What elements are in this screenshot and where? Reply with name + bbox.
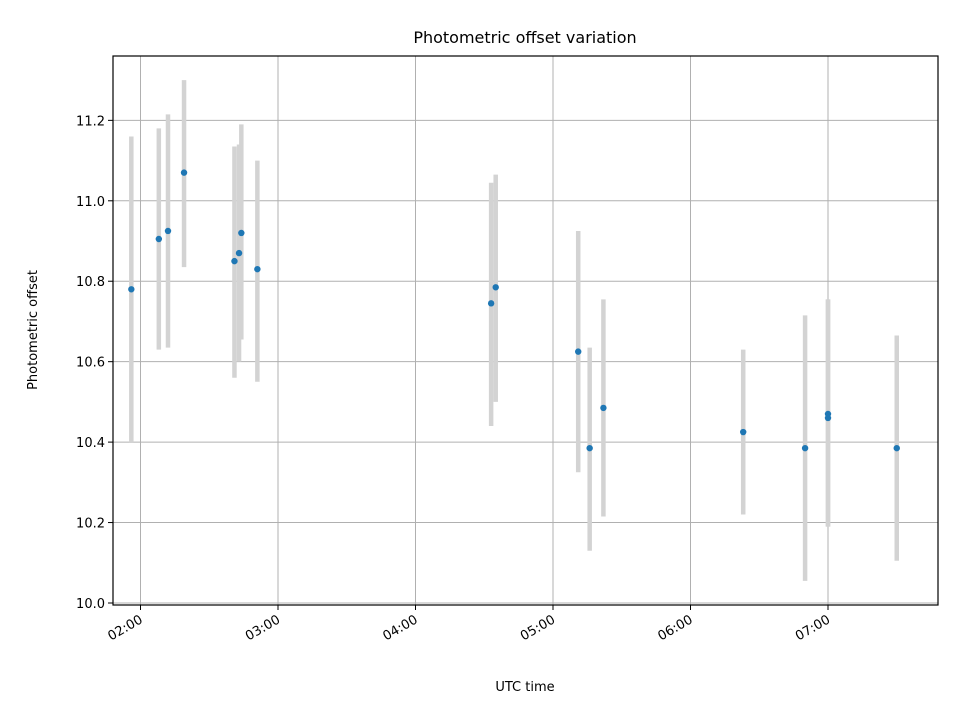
y-tick-label: 10.6 [76, 356, 105, 371]
data-point [238, 229, 245, 237]
data-point [180, 169, 188, 176]
data-point [231, 257, 238, 265]
data-point [235, 249, 243, 257]
data-point [600, 404, 607, 412]
data-point [740, 428, 747, 436]
data-point [801, 444, 809, 452]
chart-title: Photometric offset variation [413, 28, 636, 47]
x-axis-label: UTC time [495, 680, 554, 695]
data-point [254, 265, 261, 273]
data-point [155, 235, 163, 243]
plot-frame [112, 55, 939, 606]
data-point [128, 286, 135, 293]
data-point [487, 300, 495, 307]
data-point [893, 444, 900, 452]
y-tick-label: 11.0 [76, 195, 105, 210]
y-tick-label: 10.4 [76, 436, 105, 451]
data-point [575, 348, 582, 355]
y-tick-label: 11.2 [76, 114, 105, 129]
data-point [824, 414, 832, 422]
y-tick-label: 10.0 [76, 597, 105, 612]
y-tick-label: 10.2 [76, 517, 105, 532]
y-axis-label: Photometric offset [26, 270, 41, 390]
data-points [128, 169, 900, 452]
data-point [492, 284, 499, 291]
data-point [586, 444, 593, 452]
y-tick-label: 10.8 [76, 275, 105, 290]
data-point [164, 227, 172, 235]
